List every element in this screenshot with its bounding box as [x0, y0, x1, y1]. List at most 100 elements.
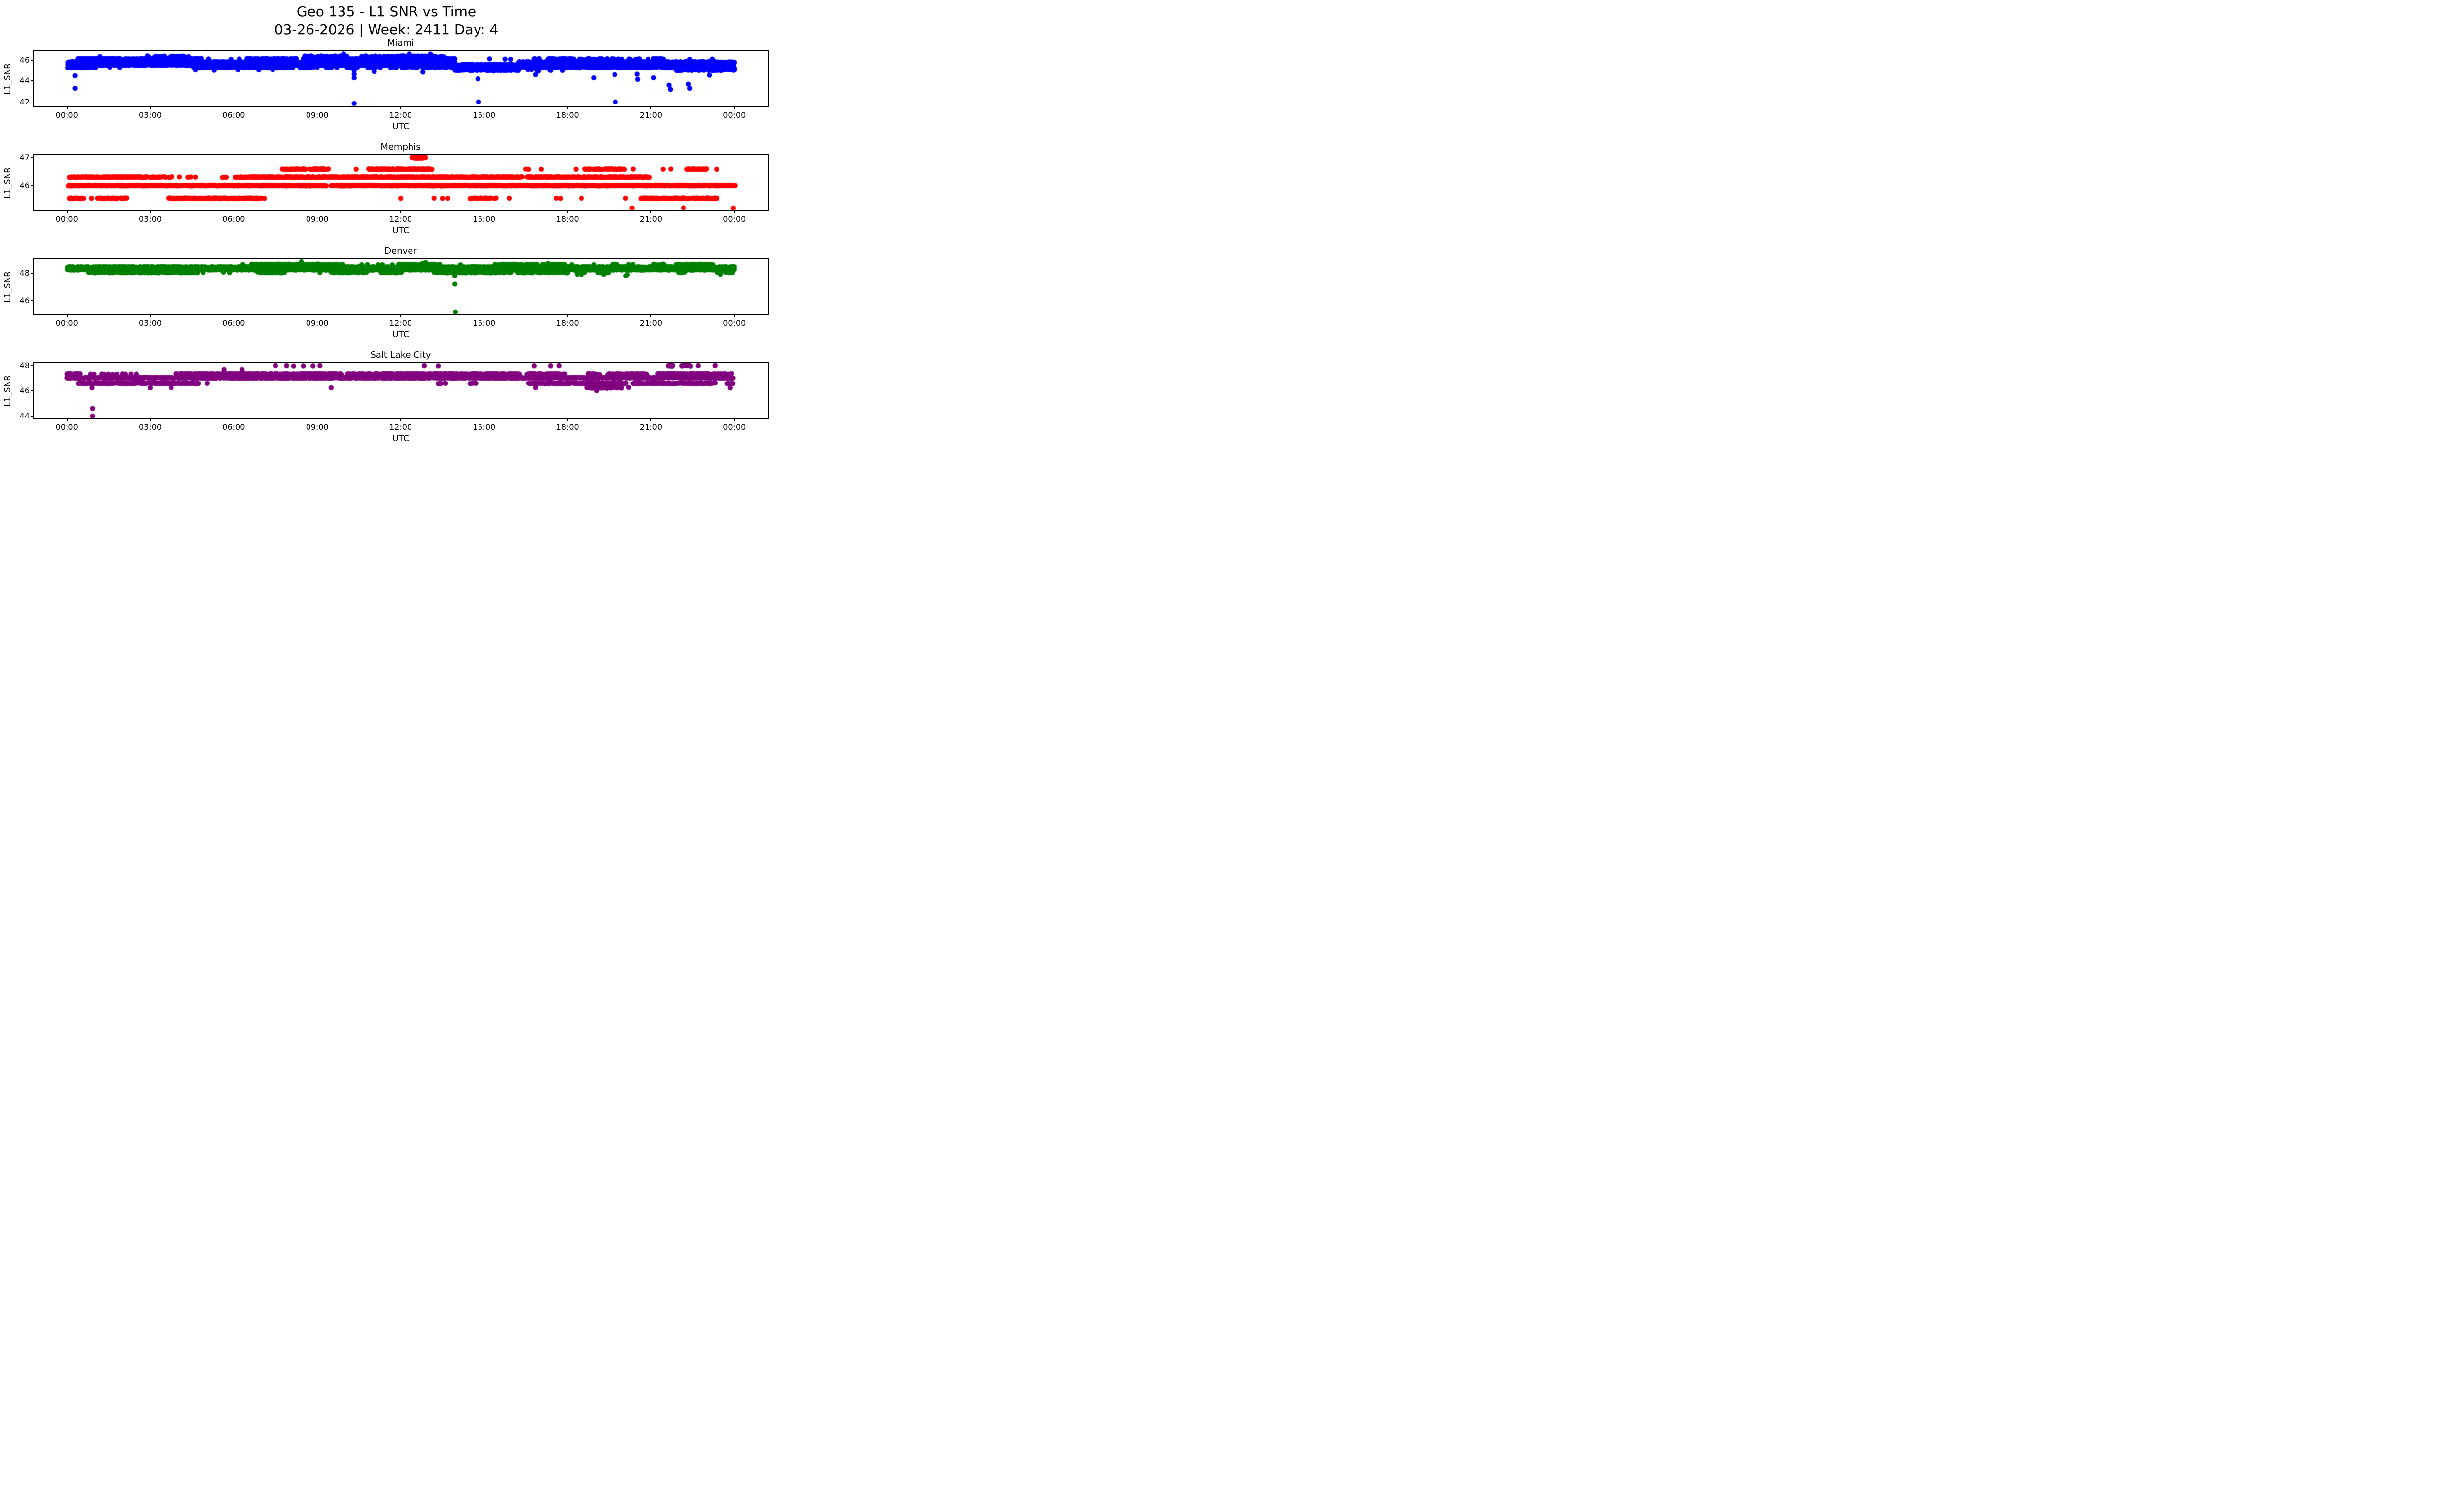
y-tick-mark [31, 80, 34, 82]
y-tick-label: 46 [19, 386, 30, 395]
x-tick-mark [650, 210, 651, 213]
x-tick-mark [150, 314, 151, 317]
x-tick-label: 03:00 [138, 110, 162, 120]
x-tick-label: 21:00 [639, 214, 662, 224]
x-tick-mark [650, 106, 651, 109]
x-tick-mark [567, 210, 568, 213]
y-tick-mark [31, 390, 34, 391]
x-tick-label: 21:00 [639, 110, 662, 120]
x-tick-mark [483, 210, 485, 213]
x-tick-mark [734, 106, 735, 109]
x-tick-label: 06:00 [222, 214, 245, 224]
y-tick-label: 44 [19, 76, 30, 86]
suptitle-line-1: Geo 135 - L1 SNR vs Time [296, 3, 477, 20]
y-tick-mark [31, 157, 34, 158]
x-tick-mark [66, 418, 68, 421]
x-tick-mark [150, 210, 151, 213]
x-tick-mark [316, 106, 318, 109]
axis-ylabel-1: L1_SNR [3, 167, 13, 199]
scatter-canvas-1 [34, 155, 768, 210]
x-tick-mark [66, 106, 68, 109]
x-tick-mark [567, 314, 568, 317]
x-tick-mark [734, 314, 735, 317]
scatter-canvas-2 [34, 259, 768, 314]
y-tick-mark [31, 300, 34, 302]
x-tick-label: 03:00 [138, 318, 162, 328]
y-tick-label: 47 [19, 153, 30, 163]
x-tick-label: 15:00 [473, 422, 496, 432]
y-tick-mark [31, 185, 34, 186]
axis-ylabel-0: L1_SNR [3, 63, 13, 95]
x-tick-mark [316, 314, 318, 317]
x-tick-label: 06:00 [222, 318, 245, 328]
x-tick-label: 03:00 [138, 214, 162, 224]
y-tick-label: 46 [19, 55, 30, 65]
x-tick-mark [483, 314, 485, 317]
x-tick-label: 18:00 [556, 318, 579, 328]
subplot-title-0: Miami [387, 38, 414, 48]
x-tick-label: 06:00 [222, 110, 245, 120]
x-tick-label: 09:00 [306, 110, 329, 120]
x-tick-mark [400, 314, 401, 317]
x-tick-mark [483, 106, 485, 109]
suptitle-line-2: 03-26-2026 | Week: 2411 Day: 4 [274, 21, 499, 37]
x-tick-label: 00:00 [723, 422, 746, 432]
x-tick-label: 09:00 [306, 214, 329, 224]
y-tick-label: 42 [19, 97, 30, 106]
x-tick-label: 18:00 [556, 214, 579, 224]
x-tick-mark [734, 418, 735, 421]
chart-figure: Geo 135 - L1 SNR vs Time 03-26-2026 | We… [0, 0, 773, 449]
x-tick-label: 03:00 [138, 422, 162, 432]
x-tick-mark [316, 418, 318, 421]
x-tick-label: 15:00 [473, 318, 496, 328]
x-tick-mark [233, 418, 235, 421]
x-tick-mark [66, 210, 68, 213]
axis-ylabel-3: L1_SNR [3, 375, 13, 407]
subplot-title-2: Denver [384, 246, 417, 256]
subplot-title-1: Memphis [380, 142, 421, 152]
x-tick-mark [400, 418, 401, 421]
axis-xlabel-2: UTC [392, 330, 409, 340]
x-tick-label: 09:00 [306, 318, 329, 328]
x-tick-mark [150, 106, 151, 109]
y-tick-label: 48 [19, 268, 30, 278]
x-tick-label: 00:00 [55, 318, 78, 328]
x-tick-label: 15:00 [473, 110, 496, 120]
x-tick-label: 12:00 [389, 422, 412, 432]
x-tick-label: 21:00 [639, 318, 662, 328]
x-tick-mark [567, 418, 568, 421]
axis-xlabel-1: UTC [392, 226, 409, 236]
y-tick-mark [31, 365, 34, 366]
x-tick-label: 00:00 [723, 214, 746, 224]
x-tick-label: 18:00 [556, 422, 579, 432]
y-tick-mark [31, 416, 34, 417]
x-tick-label: 12:00 [389, 214, 412, 224]
x-tick-label: 00:00 [55, 110, 78, 120]
axis-xlabel-3: UTC [392, 434, 409, 444]
x-tick-mark [150, 418, 151, 421]
x-tick-mark [233, 210, 235, 213]
x-tick-mark [650, 314, 651, 317]
axis-ylabel-2: L1_SNR [3, 271, 13, 303]
x-tick-mark [316, 210, 318, 213]
scatter-canvas-3 [34, 363, 768, 418]
x-tick-mark [400, 210, 401, 213]
x-tick-label: 00:00 [55, 214, 78, 224]
x-tick-label: 12:00 [389, 318, 412, 328]
x-tick-label: 00:00 [723, 110, 746, 120]
y-tick-mark [31, 272, 34, 274]
y-tick-mark [31, 101, 34, 103]
x-tick-label: 06:00 [222, 422, 245, 432]
scatter-canvas-0 [34, 51, 768, 106]
x-tick-mark [233, 314, 235, 317]
x-tick-label: 12:00 [389, 110, 412, 120]
y-tick-label: 48 [19, 361, 30, 371]
x-tick-mark [567, 106, 568, 109]
x-tick-mark [734, 210, 735, 213]
x-tick-label: 00:00 [55, 422, 78, 432]
x-tick-mark [400, 106, 401, 109]
y-tick-label: 46 [19, 180, 30, 190]
x-tick-label: 00:00 [723, 318, 746, 328]
x-tick-mark [233, 106, 235, 109]
y-tick-mark [31, 60, 34, 61]
